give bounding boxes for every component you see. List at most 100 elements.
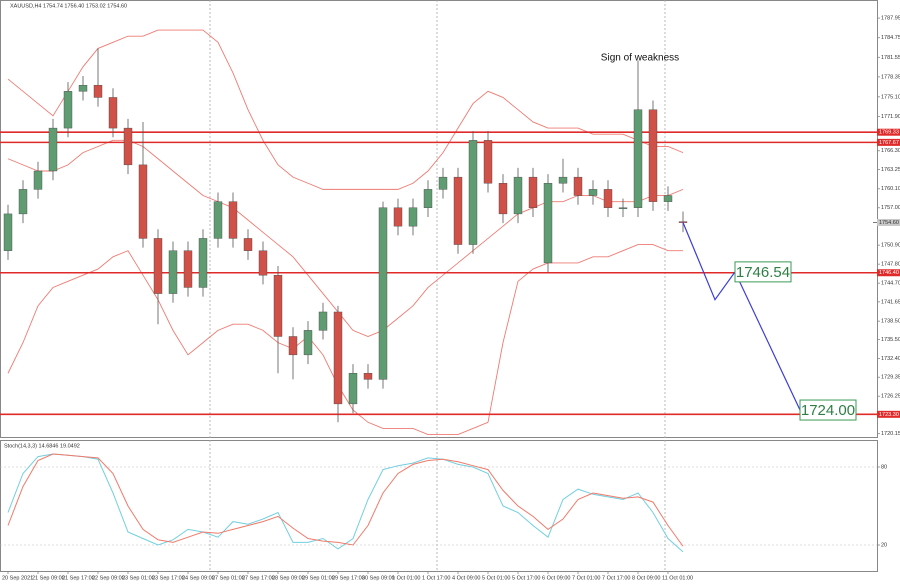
- target-box: [799, 399, 857, 421]
- period-separators: [209, 0, 666, 572]
- candle-body: [228, 201, 238, 239]
- level-label: 1723.30: [879, 412, 899, 418]
- x-tick-label: 6 Oct 09:00: [542, 575, 570, 581]
- y-tick-label: 1726.25: [881, 394, 900, 400]
- level-label-box: [877, 128, 900, 136]
- annotation: Sign of weakness: [601, 53, 679, 64]
- x-tick-label: 1 Oct 01:00: [392, 575, 420, 581]
- target-label: 1724.00: [801, 402, 855, 419]
- chart-title: XAUUSD,H4 1754.74 1756.40 1753.02 1754.6…: [10, 3, 127, 9]
- target-label: 1746.54: [736, 264, 790, 281]
- candle-body: [438, 176, 448, 190]
- candle-body: [603, 189, 613, 208]
- candle-body: [93, 84, 103, 98]
- y-tick-label: 1775.10: [881, 94, 900, 100]
- candle-body: [108, 97, 118, 129]
- level-label: 1746.40: [879, 270, 899, 276]
- candle-body: [168, 250, 178, 294]
- y-tick-label: 1760.10: [881, 186, 900, 192]
- candle-body: [198, 238, 208, 288]
- y-tick-label: 1729.35: [881, 375, 900, 381]
- candle-body: [183, 250, 193, 288]
- candle-body: [213, 201, 223, 239]
- candle-body: [63, 91, 73, 129]
- x-tick-label: 27 Sep 01:00: [212, 575, 245, 581]
- y-tick-label: 1766.30: [881, 148, 900, 154]
- y-tick-label: 1738.50: [881, 319, 900, 325]
- candle-body: [78, 84, 88, 92]
- candle-body: [378, 207, 388, 380]
- level-label-box: [877, 410, 900, 418]
- x-tick-label: 1 Oct 17:00: [422, 575, 450, 581]
- candle-body: [558, 176, 568, 184]
- candle-body: [348, 373, 358, 405]
- x-tick-label: 7 Oct 01:00: [572, 575, 600, 581]
- candle-body: [423, 189, 433, 208]
- candle-body: [408, 207, 418, 227]
- y-tick-label: 1720.15: [881, 431, 900, 437]
- candle-body: [513, 176, 523, 215]
- x-tick-label: 20 Sep 2021: [2, 575, 33, 581]
- x-tick-label: 23 Sep 01:00: [122, 575, 155, 581]
- projection-path: [682, 222, 801, 411]
- last-price-box: [877, 218, 900, 226]
- candle-body: [123, 127, 133, 166]
- candle-body: [303, 330, 313, 356]
- x-tick-label: 21 Sep 17:00: [62, 575, 95, 581]
- y-tick-label: 1771.90: [881, 114, 900, 120]
- level-label: 1769.33: [879, 130, 899, 136]
- y-tick-label: 20: [881, 542, 887, 548]
- candle-body: [543, 183, 553, 264]
- y-tick-label: 1744.70: [881, 281, 900, 287]
- x-tick-label: 27 Sep 17:00: [242, 575, 275, 581]
- candle-body: [273, 274, 283, 337]
- bollinger-band: [7, 29, 684, 190]
- candle-body: [33, 170, 43, 190]
- candle-body: [573, 176, 583, 196]
- candle-body: [453, 176, 463, 245]
- y-tick-label: 1747.80: [881, 262, 900, 268]
- candle-body: [393, 207, 403, 227]
- x-tick-label: 11 Oct 01:00: [662, 575, 693, 581]
- x-tick-label: 7 Oct 17:00: [602, 575, 630, 581]
- y-tick-label: 1750.90: [881, 243, 900, 249]
- y-tick-label: 1784.75: [881, 35, 900, 41]
- x-tick-label: 30 Sep 09:00: [362, 575, 395, 581]
- candle-body: [333, 311, 343, 405]
- candle-body: [633, 109, 643, 208]
- x-tick-label: 8 Oct 09:00: [632, 575, 660, 581]
- candle-body: [498, 183, 508, 215]
- stoch-panel-frame: [0, 440, 878, 572]
- y-tick-label: 1787.95: [881, 16, 900, 22]
- x-tick-label: 29 Sep 01:00: [302, 575, 335, 581]
- candle-body: [528, 176, 538, 208]
- y-tick-label: 1763.25: [881, 167, 900, 173]
- x-tick-label: 21 Sep 09:00: [32, 575, 65, 581]
- y-tick-label: 1781.55: [881, 55, 900, 61]
- x-tick-label: 22 Sep 09:00: [92, 575, 125, 581]
- candle-body: [258, 250, 268, 276]
- candle-body: [48, 127, 58, 172]
- y-tick-label: 1735.50: [881, 337, 900, 343]
- x-tick-label: 23 Sep 17:00: [152, 575, 185, 581]
- candle-body: [3, 213, 13, 251]
- x-tick-label: 28 Sep 09:00: [272, 575, 305, 581]
- y-tick-label: 1778.35: [881, 74, 900, 80]
- candle-body: [663, 195, 673, 202]
- y-tick-label: 1741.65: [881, 299, 900, 305]
- bollinger-band: [7, 244, 683, 435]
- candle-body: [483, 140, 493, 184]
- stoch-line: [7, 453, 684, 547]
- x-tick-label: 5 Oct 01:00: [482, 575, 510, 581]
- candle-body: [18, 189, 28, 215]
- candle-body: [153, 238, 163, 294]
- candle-body: [318, 311, 328, 331]
- level-label: 1767.67: [879, 140, 899, 146]
- candle-body: [678, 221, 688, 223]
- indicator-title: Stoch(14,3,3) 14.6846 19.0492: [4, 443, 80, 449]
- y-tick-label: 1732.40: [881, 356, 900, 362]
- candle-body: [618, 207, 628, 209]
- candle-body: [468, 140, 478, 245]
